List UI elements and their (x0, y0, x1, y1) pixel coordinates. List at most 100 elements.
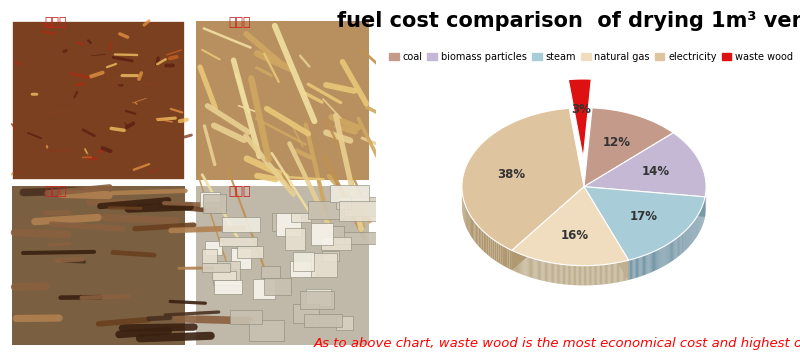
Polygon shape (612, 264, 613, 283)
Polygon shape (529, 257, 530, 277)
Polygon shape (478, 227, 480, 248)
Polygon shape (482, 230, 483, 251)
Polygon shape (469, 213, 470, 234)
Polygon shape (471, 216, 472, 238)
Polygon shape (679, 236, 680, 256)
Polygon shape (534, 259, 535, 279)
FancyBboxPatch shape (196, 21, 369, 180)
Polygon shape (531, 258, 532, 278)
Polygon shape (526, 256, 528, 276)
Polygon shape (624, 261, 625, 281)
FancyBboxPatch shape (12, 186, 185, 345)
Polygon shape (670, 242, 671, 262)
FancyBboxPatch shape (311, 223, 333, 245)
Polygon shape (655, 250, 656, 271)
Polygon shape (486, 234, 489, 256)
Polygon shape (505, 247, 507, 268)
Polygon shape (542, 261, 544, 281)
Polygon shape (622, 261, 624, 281)
Polygon shape (629, 260, 630, 280)
Polygon shape (490, 237, 492, 258)
Polygon shape (603, 265, 605, 284)
FancyBboxPatch shape (293, 304, 319, 323)
Polygon shape (627, 260, 629, 280)
Polygon shape (678, 236, 679, 257)
FancyBboxPatch shape (206, 241, 222, 255)
Polygon shape (592, 265, 594, 285)
Polygon shape (566, 265, 568, 285)
Polygon shape (466, 207, 467, 229)
Polygon shape (560, 264, 562, 284)
Polygon shape (671, 241, 672, 262)
Text: 废木片: 废木片 (229, 16, 251, 29)
Polygon shape (578, 266, 580, 285)
Polygon shape (514, 251, 515, 271)
Polygon shape (653, 251, 654, 272)
FancyBboxPatch shape (202, 263, 230, 272)
Polygon shape (468, 211, 469, 233)
Polygon shape (595, 265, 596, 285)
Polygon shape (512, 187, 629, 266)
Polygon shape (632, 259, 634, 279)
Polygon shape (645, 255, 646, 275)
Polygon shape (614, 263, 615, 283)
FancyBboxPatch shape (230, 248, 251, 269)
FancyBboxPatch shape (276, 213, 301, 236)
Polygon shape (518, 253, 519, 273)
Polygon shape (659, 248, 660, 269)
FancyBboxPatch shape (196, 21, 369, 180)
Polygon shape (552, 263, 553, 283)
FancyBboxPatch shape (12, 186, 185, 345)
Polygon shape (553, 263, 554, 283)
Polygon shape (613, 263, 614, 283)
Polygon shape (650, 252, 652, 272)
Polygon shape (539, 260, 540, 280)
Polygon shape (575, 265, 576, 285)
FancyBboxPatch shape (342, 197, 378, 216)
Polygon shape (522, 255, 523, 275)
Polygon shape (507, 248, 510, 269)
FancyBboxPatch shape (336, 197, 350, 209)
Polygon shape (652, 252, 653, 272)
FancyBboxPatch shape (330, 185, 369, 202)
Polygon shape (589, 266, 590, 285)
Polygon shape (656, 250, 658, 270)
Polygon shape (620, 262, 622, 282)
Polygon shape (498, 243, 501, 264)
Polygon shape (596, 265, 598, 285)
Polygon shape (485, 233, 486, 254)
FancyBboxPatch shape (205, 202, 220, 213)
Polygon shape (502, 246, 505, 267)
FancyBboxPatch shape (307, 201, 344, 219)
Polygon shape (643, 256, 644, 276)
Polygon shape (615, 263, 617, 283)
Polygon shape (584, 187, 705, 216)
Polygon shape (540, 260, 542, 280)
Text: As to above chart, waste wood is the most economical cost and highest output: As to above chart, waste wood is the mos… (314, 337, 800, 350)
Text: fuel cost comparison  of drying 1m³ veneer: fuel cost comparison of drying 1m³ venee… (337, 11, 800, 31)
FancyBboxPatch shape (196, 186, 369, 345)
Polygon shape (523, 255, 525, 275)
Polygon shape (585, 266, 586, 285)
Polygon shape (625, 261, 626, 281)
Polygon shape (476, 223, 477, 244)
FancyBboxPatch shape (290, 261, 317, 277)
FancyBboxPatch shape (294, 252, 314, 271)
FancyBboxPatch shape (212, 271, 236, 280)
Polygon shape (470, 215, 471, 236)
Polygon shape (658, 249, 659, 269)
Polygon shape (649, 253, 650, 274)
Polygon shape (584, 187, 705, 216)
Polygon shape (587, 266, 589, 285)
Text: 17%: 17% (630, 210, 658, 223)
Polygon shape (644, 255, 645, 275)
Polygon shape (569, 265, 570, 285)
Polygon shape (528, 257, 529, 277)
Polygon shape (512, 251, 513, 271)
Text: 3%: 3% (571, 103, 591, 116)
Polygon shape (605, 264, 606, 284)
FancyBboxPatch shape (322, 251, 338, 261)
FancyBboxPatch shape (311, 253, 337, 277)
Polygon shape (639, 257, 641, 277)
Polygon shape (538, 260, 539, 280)
